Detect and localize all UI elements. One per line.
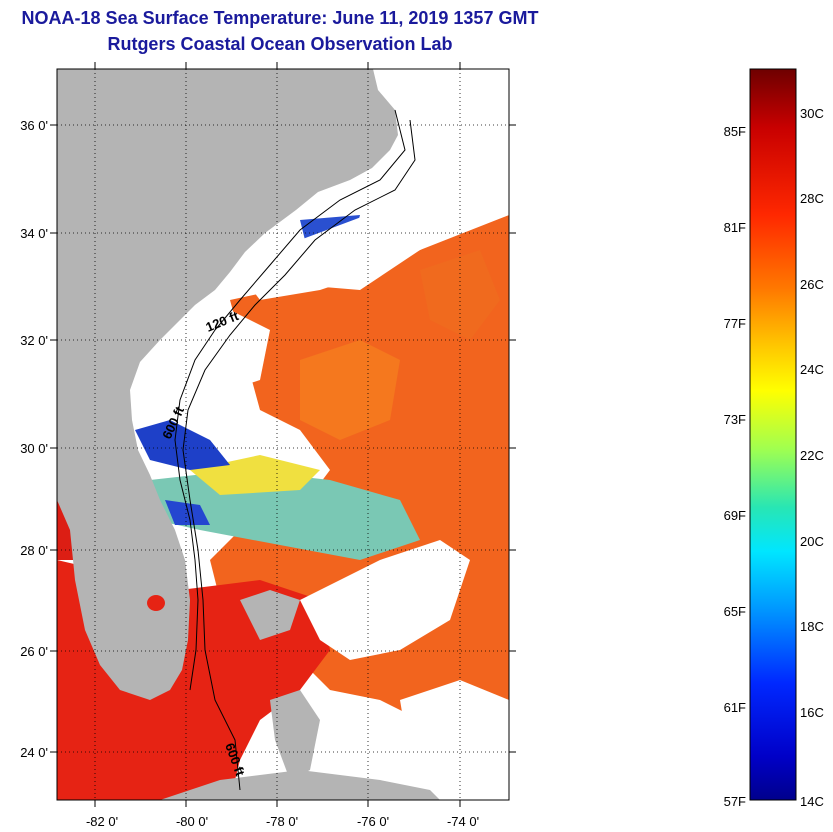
colorbar-c-label: 14C <box>800 794 824 809</box>
lon-label: -80 0' <box>176 814 208 829</box>
colorbar-c-label: 30C <box>800 106 824 121</box>
lon-label: -74 0' <box>447 814 479 829</box>
us-mainland <box>57 69 398 700</box>
cloud-region <box>300 540 470 660</box>
lake-okeechobee <box>147 595 165 611</box>
lat-label: 26 0' <box>20 644 48 659</box>
colorbar-f-label: 57F <box>724 794 746 809</box>
colorbar-c-label: 24C <box>800 362 824 377</box>
colorbar-c-label: 22C <box>800 448 824 463</box>
cloud-region <box>140 310 270 400</box>
colorbar-f-label: 73F <box>724 412 746 427</box>
sst-cold-band <box>135 420 230 470</box>
colorbar-c-label: 20C <box>800 534 824 549</box>
colorbar-c-label: 16C <box>800 705 824 720</box>
cloud-region <box>400 680 509 800</box>
colorbar-c-label: 26C <box>800 277 824 292</box>
lon-label: -82 0' <box>86 814 118 829</box>
cloud-region <box>230 160 509 300</box>
contour-600ft <box>182 119 416 791</box>
colorbar-f-label: 81F <box>724 220 746 235</box>
lon-label: -76 0' <box>357 814 389 829</box>
colorbar-f-label: 65F <box>724 604 746 619</box>
lon-label: -78 0' <box>266 814 298 829</box>
map-subtitle: Rutgers Coastal Ocean Observation Lab <box>107 34 453 54</box>
colorbar-f-label: 85F <box>724 124 746 139</box>
colorbar-c-label: 18C <box>800 619 824 634</box>
bahamas-land <box>270 690 320 780</box>
sst-warm-patch <box>300 340 400 440</box>
sst-map <box>57 69 509 800</box>
contour-120ft <box>174 109 406 691</box>
sst-warm-patch <box>420 250 500 340</box>
sst-cold-band <box>165 500 210 525</box>
lat-label: 32 0' <box>20 333 48 348</box>
lat-label: 28 0' <box>20 543 48 558</box>
lat-label: 36 0' <box>20 118 48 133</box>
colorbar-f-label: 61F <box>724 700 746 715</box>
colorbar-f-label: 69F <box>724 508 746 523</box>
map-frame <box>56 68 510 801</box>
lat-label: 24 0' <box>20 745 48 760</box>
lat-label: 34 0' <box>20 226 48 241</box>
colorbar-c-label: 28C <box>800 191 824 206</box>
map-gridlines <box>57 69 509 800</box>
colorbar-f-label: 77F <box>724 316 746 331</box>
colorbar-gradient <box>749 68 797 801</box>
colorbar: 85F 81F 77F 73F 69F 65F 61F 57F 30C 28C … <box>724 68 824 809</box>
lat-label: 30 0' <box>20 441 48 456</box>
map-title: NOAA-18 Sea Surface Temperature: June 11… <box>21 8 539 28</box>
cuba-land <box>160 770 440 800</box>
map-ticks <box>50 62 516 807</box>
bahamas-land <box>240 590 300 640</box>
